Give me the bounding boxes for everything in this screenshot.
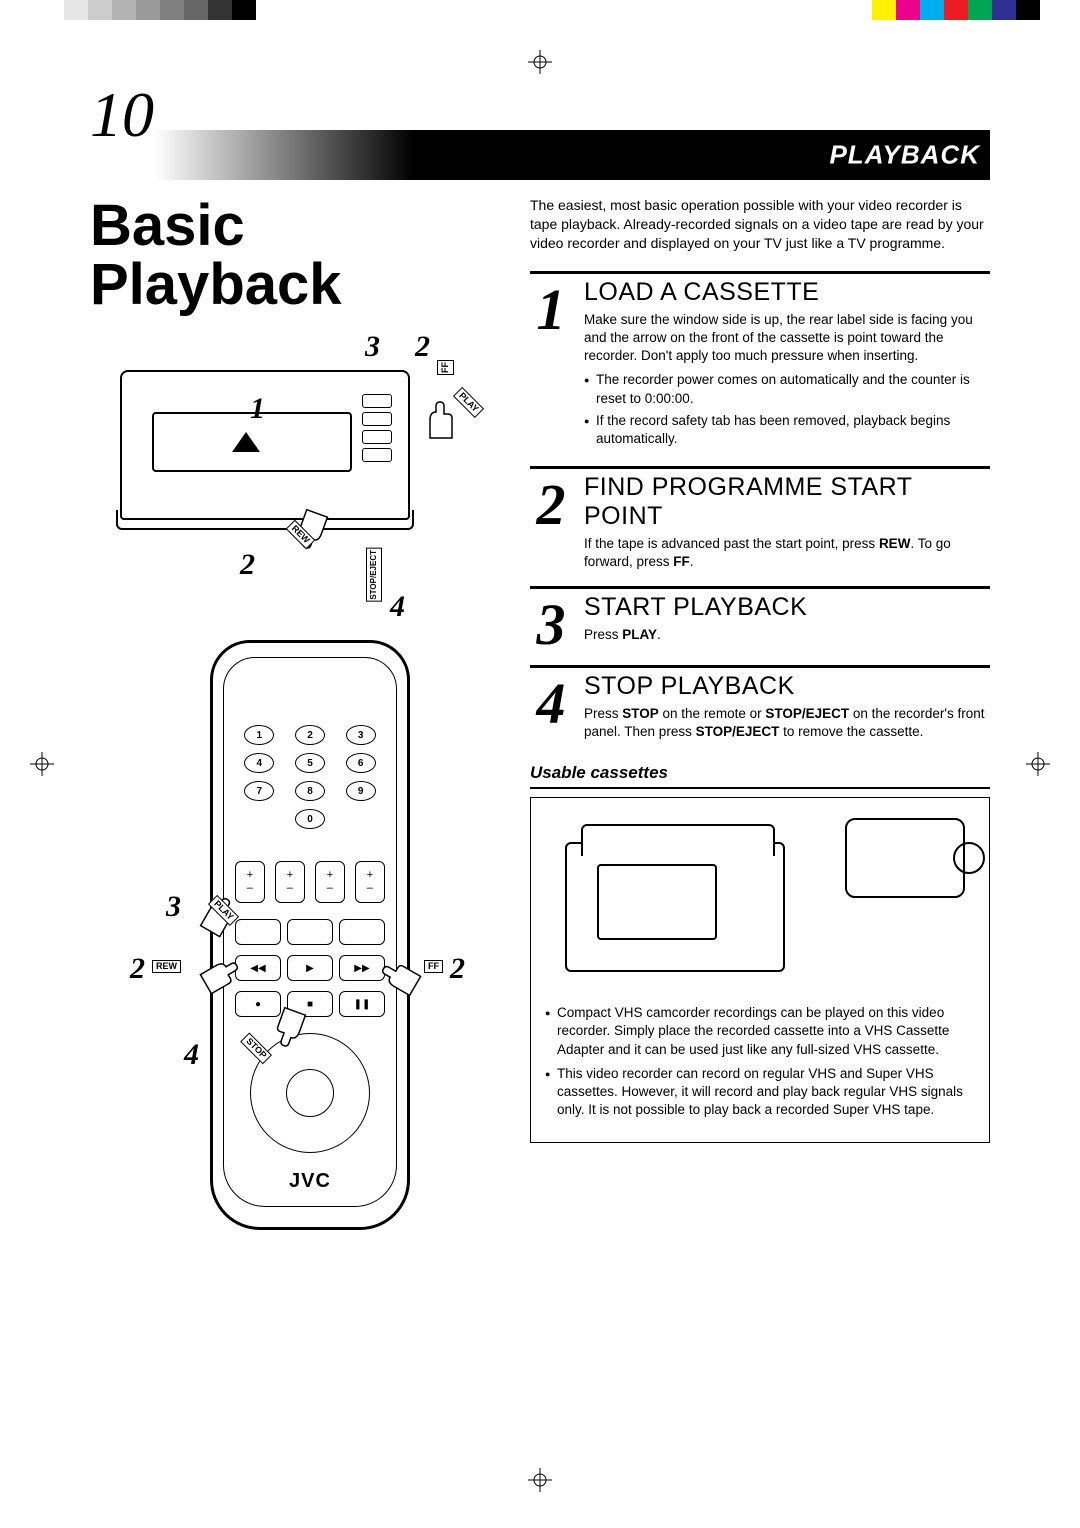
step-title: FIND PROGRAMME START POINT <box>584 473 990 531</box>
page-number: 10 <box>90 78 154 152</box>
step-text: Press STOP on the remote or STOP/EJECT o… <box>584 705 990 741</box>
step-number: 1 <box>530 284 572 453</box>
remote-label-rew: REW <box>152 960 181 973</box>
vcr-illustration: 2 3 FF PLAY 1 REW 2 STOP/EJECT 4 <box>90 330 510 630</box>
step-4: 4 STOP PLAYBACK Press STOP on the remote o… <box>530 665 990 741</box>
remote-label-ff: FF <box>424 960 443 973</box>
header-bar: 10 PLAYBACK <box>90 130 990 180</box>
usable-heading: Usable cassettes <box>530 763 990 789</box>
callout-4-remote: 4 <box>184 1038 199 1072</box>
callout-3-remote: 3 <box>166 890 181 924</box>
step-2: 2FIND PROGRAMME START POINT If the tape i… <box>530 466 990 571</box>
step-number: 4 <box>530 678 572 741</box>
step-number: 3 <box>530 599 572 651</box>
callout-2l-remote: 2 <box>130 952 145 986</box>
step-text: If the tape is advanced past the start p… <box>584 535 990 571</box>
step-1: 1 LOAD A CASSETTE Make sure the window sid… <box>530 271 990 453</box>
callout-2-left-vcr: 2 <box>240 548 255 582</box>
step-title: LOAD A CASSETTE <box>584 278 990 307</box>
callout-1: 1 <box>250 392 265 426</box>
step-number: 2 <box>530 479 572 571</box>
label-stop-eject: STOP/EJECT <box>366 548 382 602</box>
label-ff: FF <box>437 360 454 375</box>
remote-illustration: 1234567890 +– +– +– +– ◀◀▶▶▶ ●■❚❚ JVC <box>90 640 510 1260</box>
step-3: 3 START PLAYBACK Press PLAY. <box>530 586 990 651</box>
color-registration-bars <box>0 0 1080 20</box>
brand-label: JVC <box>213 1170 407 1193</box>
usable-text: Compact VHS camcorder recordings can be … <box>545 1004 975 1119</box>
cassette-adapter-illustration <box>545 812 975 992</box>
callout-2-top: 2 <box>415 330 430 364</box>
callout-4-vcr: 4 <box>390 590 405 624</box>
page-title: Basic Playback <box>90 196 510 314</box>
callout-3-vcr: 3 <box>365 330 380 364</box>
intro-text: The easiest, most basic operation possib… <box>530 196 990 253</box>
callout-2r-remote: 2 <box>450 952 465 986</box>
step-title: STOP PLAYBACK <box>584 672 990 701</box>
header-label: PLAYBACK <box>829 140 980 171</box>
step-text: Press PLAY. <box>584 626 990 644</box>
usable-cassettes-section: Usable cassettes Compact VHS camcorder r… <box>530 763 990 1142</box>
step-text: Make sure the window side is up, the rea… <box>584 311 990 449</box>
step-title: START PLAYBACK <box>584 593 990 622</box>
